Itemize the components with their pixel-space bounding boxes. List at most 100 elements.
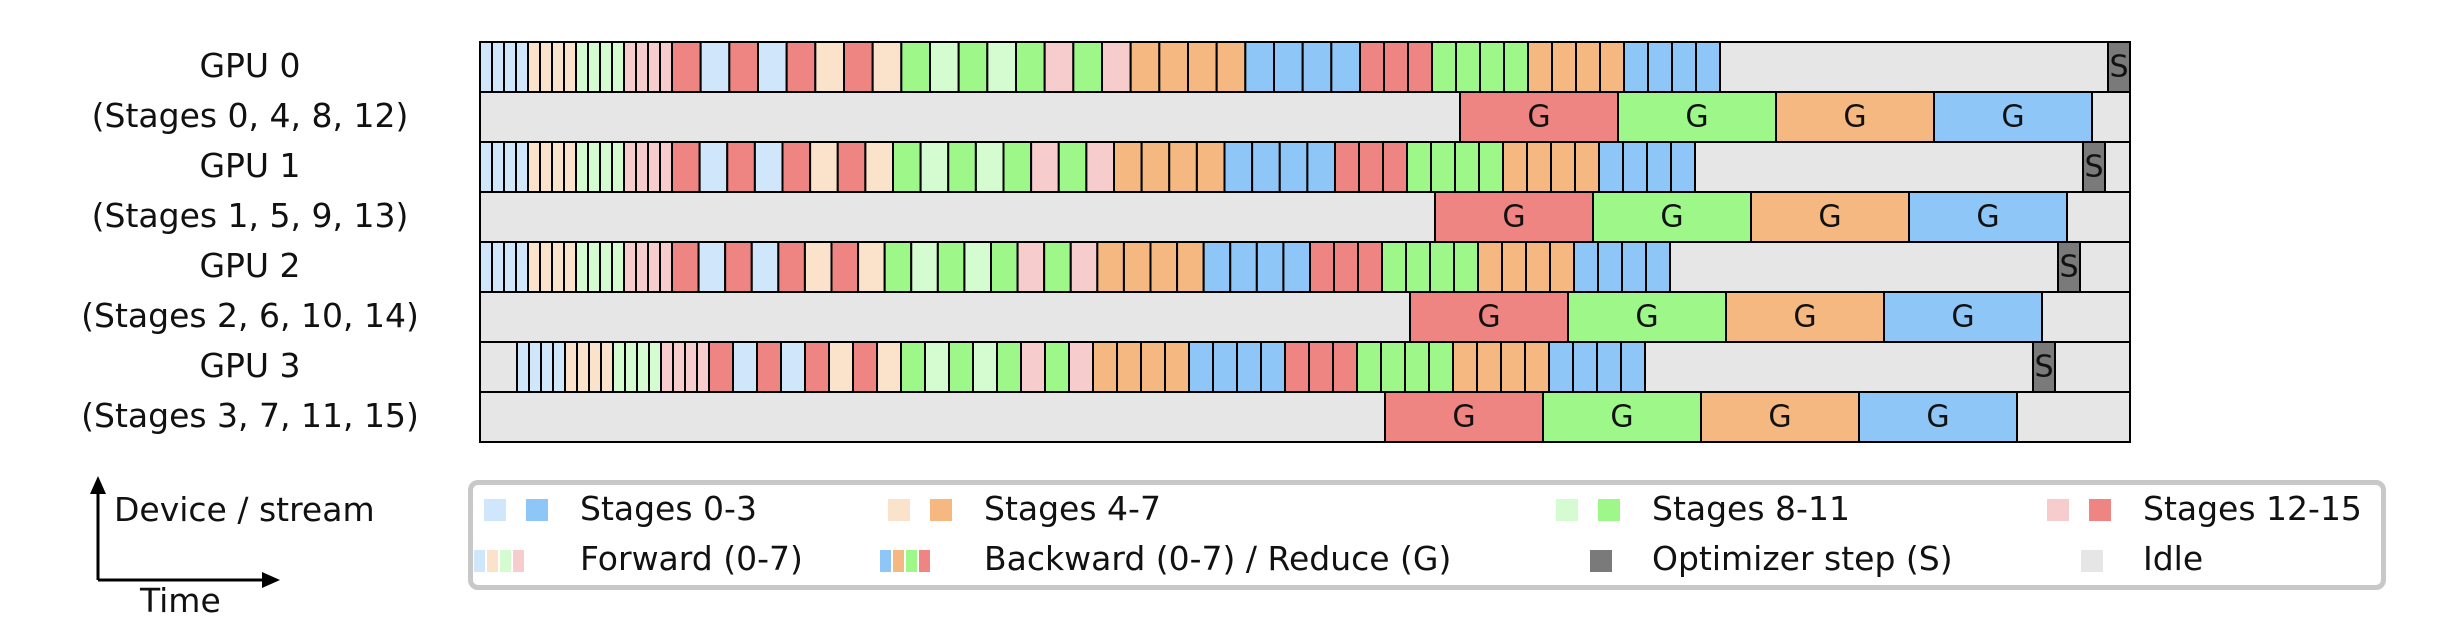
backward-block bbox=[1308, 341, 1334, 393]
compute-block bbox=[1030, 141, 1060, 193]
compute-block bbox=[753, 141, 784, 193]
backward-block bbox=[1597, 241, 1623, 293]
forward-block bbox=[612, 341, 626, 393]
compute-block bbox=[972, 341, 998, 393]
compute-block bbox=[910, 241, 939, 293]
compute-block bbox=[756, 341, 782, 393]
reduce-label: G bbox=[1477, 300, 1500, 335]
compute-block bbox=[1092, 341, 1118, 393]
compute-block bbox=[728, 41, 759, 93]
vertical-axis-label: Device / stream bbox=[114, 490, 375, 529]
reduce-label: G bbox=[1926, 400, 1949, 435]
backward-block bbox=[1334, 141, 1360, 193]
compute-block bbox=[1101, 41, 1132, 93]
reduce-label: G bbox=[1452, 400, 1475, 435]
forward-block bbox=[599, 241, 613, 293]
compute-block bbox=[1057, 141, 1088, 193]
gpu-1-label: GPU 1 bbox=[199, 146, 301, 185]
backward-block bbox=[1501, 241, 1527, 293]
compute-block bbox=[1140, 341, 1166, 393]
compute-block bbox=[924, 341, 950, 393]
compute-block bbox=[699, 41, 731, 93]
compute-block bbox=[852, 341, 878, 393]
compute-block bbox=[1255, 241, 1285, 293]
forward-block bbox=[672, 341, 686, 393]
backward-block bbox=[1476, 341, 1502, 393]
backward-block bbox=[1645, 241, 1671, 293]
backward-block bbox=[1429, 241, 1455, 293]
legend-swatch-fwd-red bbox=[2047, 499, 2069, 521]
reduce-block bbox=[1858, 391, 2018, 443]
backward-block bbox=[1574, 141, 1600, 193]
compute-block bbox=[1002, 141, 1033, 193]
gpu-3-stages: (Stages 3, 7, 11, 15) bbox=[81, 396, 419, 435]
reduce-block bbox=[1567, 291, 1727, 343]
compute-block bbox=[929, 41, 960, 93]
forward-block bbox=[588, 341, 602, 393]
reduce-label: G bbox=[1527, 100, 1550, 135]
backward-block bbox=[1454, 141, 1480, 193]
compute-block bbox=[1251, 141, 1281, 193]
backward-block bbox=[1503, 41, 1529, 93]
reduce-label: G bbox=[1685, 100, 1708, 135]
backward-block bbox=[1455, 41, 1481, 93]
compute-block bbox=[1223, 141, 1254, 193]
compute-block bbox=[963, 241, 993, 293]
forward-block bbox=[564, 341, 578, 393]
legend-swatch-bwd-blue bbox=[526, 499, 548, 521]
compute-block bbox=[1044, 341, 1070, 393]
compute-block bbox=[1069, 241, 1099, 293]
forward-block bbox=[635, 141, 649, 193]
backward-block bbox=[1549, 241, 1575, 293]
backward-block bbox=[1359, 41, 1385, 93]
compute-block bbox=[843, 41, 874, 93]
backward-block bbox=[1381, 241, 1407, 293]
backward-block bbox=[1407, 41, 1433, 93]
compute-block bbox=[1016, 241, 1046, 293]
reduce-block bbox=[1883, 291, 2043, 343]
reduce-label: G bbox=[1660, 200, 1683, 235]
compute-block bbox=[1202, 241, 1232, 293]
reduce-label: G bbox=[1768, 400, 1791, 435]
backward-block bbox=[1575, 41, 1601, 93]
backward-block bbox=[1598, 141, 1624, 193]
forward-block bbox=[491, 141, 505, 193]
legend-swatch-forward-3 bbox=[500, 550, 511, 572]
compute-block bbox=[996, 341, 1022, 393]
compute-block bbox=[698, 141, 729, 193]
forward-block bbox=[516, 341, 530, 393]
compute-block bbox=[936, 241, 966, 293]
gpu-1-stages: (Stages 1, 5, 9, 13) bbox=[91, 196, 409, 235]
compute-block bbox=[1176, 241, 1205, 293]
backward-block bbox=[1502, 141, 1528, 193]
forward-block bbox=[540, 341, 554, 393]
compute-block bbox=[809, 141, 839, 193]
backward-block bbox=[1404, 341, 1430, 393]
forward-block bbox=[684, 341, 698, 393]
forward-block bbox=[648, 341, 662, 393]
compute-block bbox=[900, 341, 926, 393]
forward-block bbox=[563, 141, 577, 193]
compute-block bbox=[1282, 241, 1311, 293]
legend-idle: Idle bbox=[2143, 539, 2204, 578]
backward-block bbox=[1525, 241, 1551, 293]
forward-block bbox=[575, 241, 589, 293]
legend-stages-0-3: Stages 0-3 bbox=[580, 489, 757, 528]
forward-block bbox=[552, 341, 566, 393]
legend-backward: Backward (0-7) / Reduce (G) bbox=[984, 539, 1452, 578]
legend-swatch-backward-2 bbox=[893, 550, 904, 572]
gpu-3-label: GPU 3 bbox=[199, 346, 301, 385]
gpu-0-label: GPU 0 bbox=[199, 46, 301, 85]
compute-block bbox=[1096, 241, 1125, 293]
compute-block bbox=[957, 41, 989, 93]
compute-block bbox=[757, 41, 788, 93]
compute-block bbox=[1015, 41, 1046, 93]
forward-block bbox=[611, 41, 625, 93]
axis-lines bbox=[96, 490, 268, 582]
reduce-block bbox=[1459, 91, 1619, 143]
forward-block bbox=[515, 141, 529, 193]
backward-block bbox=[1453, 241, 1479, 293]
compute-block bbox=[883, 241, 913, 293]
compute-block bbox=[1215, 41, 1247, 93]
compute-block bbox=[724, 241, 753, 293]
